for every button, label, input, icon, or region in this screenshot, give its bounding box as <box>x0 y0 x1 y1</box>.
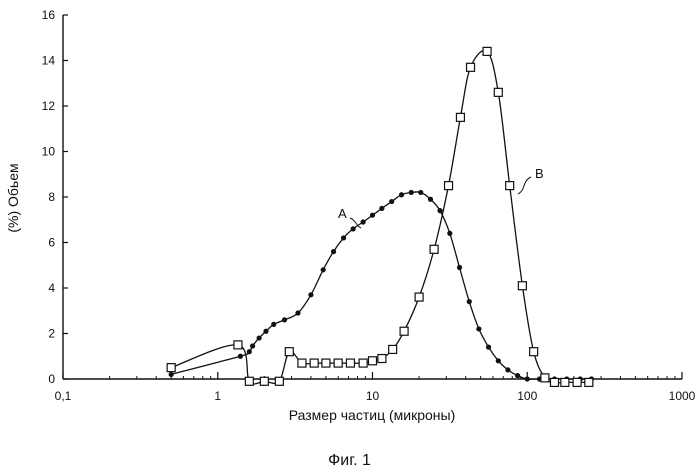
series-a-point <box>437 208 442 213</box>
series-a-point <box>379 206 384 211</box>
series-a-point <box>256 335 261 340</box>
series-a-point <box>250 343 255 348</box>
series-b-point <box>346 359 354 367</box>
series-a-point <box>351 226 356 231</box>
series-b-line <box>171 50 589 384</box>
x-axis-ticks: 0,1 1 10 100 1000 <box>55 372 696 403</box>
series-b-point <box>378 355 386 363</box>
series-a-point <box>331 249 336 254</box>
series-b-point <box>551 378 559 386</box>
y-tick-label: 14 <box>42 54 56 68</box>
series-a-point <box>263 329 268 334</box>
y-axis-title: (%) Обьем <box>5 163 21 232</box>
series-a-line <box>171 192 591 379</box>
x-tick-label: 1 <box>214 389 221 403</box>
series-b-point <box>445 182 453 190</box>
series-a-point <box>409 190 414 195</box>
series-a-point <box>169 372 174 377</box>
series-b-point <box>260 377 268 385</box>
series-a-point <box>341 235 346 240</box>
x-tick-label: 1000 <box>669 389 696 403</box>
series-b-point <box>298 359 306 367</box>
series-b-point <box>389 345 397 353</box>
series-b-point <box>167 364 175 372</box>
series-a-point <box>515 373 520 378</box>
y-tick-label: 8 <box>48 190 55 204</box>
series-a-point <box>428 197 433 202</box>
y-tick-label: 0 <box>48 372 55 386</box>
series-b-point <box>530 348 538 356</box>
series-b-leader <box>518 177 531 194</box>
series-b-point <box>585 378 593 386</box>
series-a-point <box>271 322 276 327</box>
series-a-point <box>295 310 300 315</box>
series-a-point <box>418 190 423 195</box>
series-b-point <box>275 377 283 385</box>
series-b-point <box>456 113 464 121</box>
x-tick-label: 100 <box>517 389 537 403</box>
series-b-point <box>359 359 367 367</box>
series-b-point <box>494 88 502 96</box>
series-a-point <box>370 213 375 218</box>
series-b-point <box>467 63 475 71</box>
series-b-point <box>506 182 514 190</box>
series-a-point <box>361 219 366 224</box>
figure-caption: Фиг. 1 <box>0 452 699 470</box>
series-b-point <box>245 377 253 385</box>
series-b-point <box>334 359 342 367</box>
y-axis-ticks: 0 2 4 6 8 10 12 14 16 <box>42 8 68 386</box>
y-tick-label: 2 <box>48 327 55 341</box>
series-b <box>167 47 593 386</box>
series-b-point <box>518 282 526 290</box>
series-a-point <box>457 265 462 270</box>
y-tick-label: 16 <box>42 8 56 22</box>
series-b-point <box>310 359 318 367</box>
series-b-point <box>483 47 491 55</box>
series-a-point <box>247 349 252 354</box>
chart-canvas: 0 2 4 6 8 10 12 14 16 0,1 1 10 100 1000 (%) Обьем Ра… <box>0 0 699 450</box>
series-a-point <box>496 358 501 363</box>
series-a-point <box>505 367 510 372</box>
series-a-point <box>476 326 481 331</box>
series-b-point <box>430 245 438 253</box>
series-b-point <box>234 341 242 349</box>
series-a-tag: A <box>338 206 347 221</box>
y-tick-label: 12 <box>42 99 56 113</box>
series-a-point <box>399 192 404 197</box>
series-a-point <box>308 292 313 297</box>
series-b-point <box>541 374 549 382</box>
series-b-point <box>561 378 569 386</box>
series-b-point <box>322 359 330 367</box>
series-a-point <box>321 267 326 272</box>
series-a-point <box>389 199 394 204</box>
series-b-point <box>400 327 408 335</box>
series-a-point <box>525 376 530 381</box>
series-b-point <box>573 378 581 386</box>
series-b-point <box>285 348 293 356</box>
x-axis-title: Размер частиц (микроны) <box>289 407 456 423</box>
x-tick-label: 10 <box>366 389 380 403</box>
series-a-point <box>447 231 452 236</box>
x-tick-label: 0,1 <box>55 389 72 403</box>
series-b-tag: B <box>535 166 544 181</box>
y-tick-label: 6 <box>48 236 55 250</box>
series-a-point <box>238 354 243 359</box>
y-tick-label: 10 <box>42 145 56 159</box>
series-a-point <box>282 317 287 322</box>
series-b-point <box>415 293 423 301</box>
series-layer <box>167 47 594 386</box>
y-tick-label: 4 <box>48 281 55 295</box>
series-a-point <box>467 299 472 304</box>
series-b-point <box>369 357 377 365</box>
series-a-point <box>486 345 491 350</box>
